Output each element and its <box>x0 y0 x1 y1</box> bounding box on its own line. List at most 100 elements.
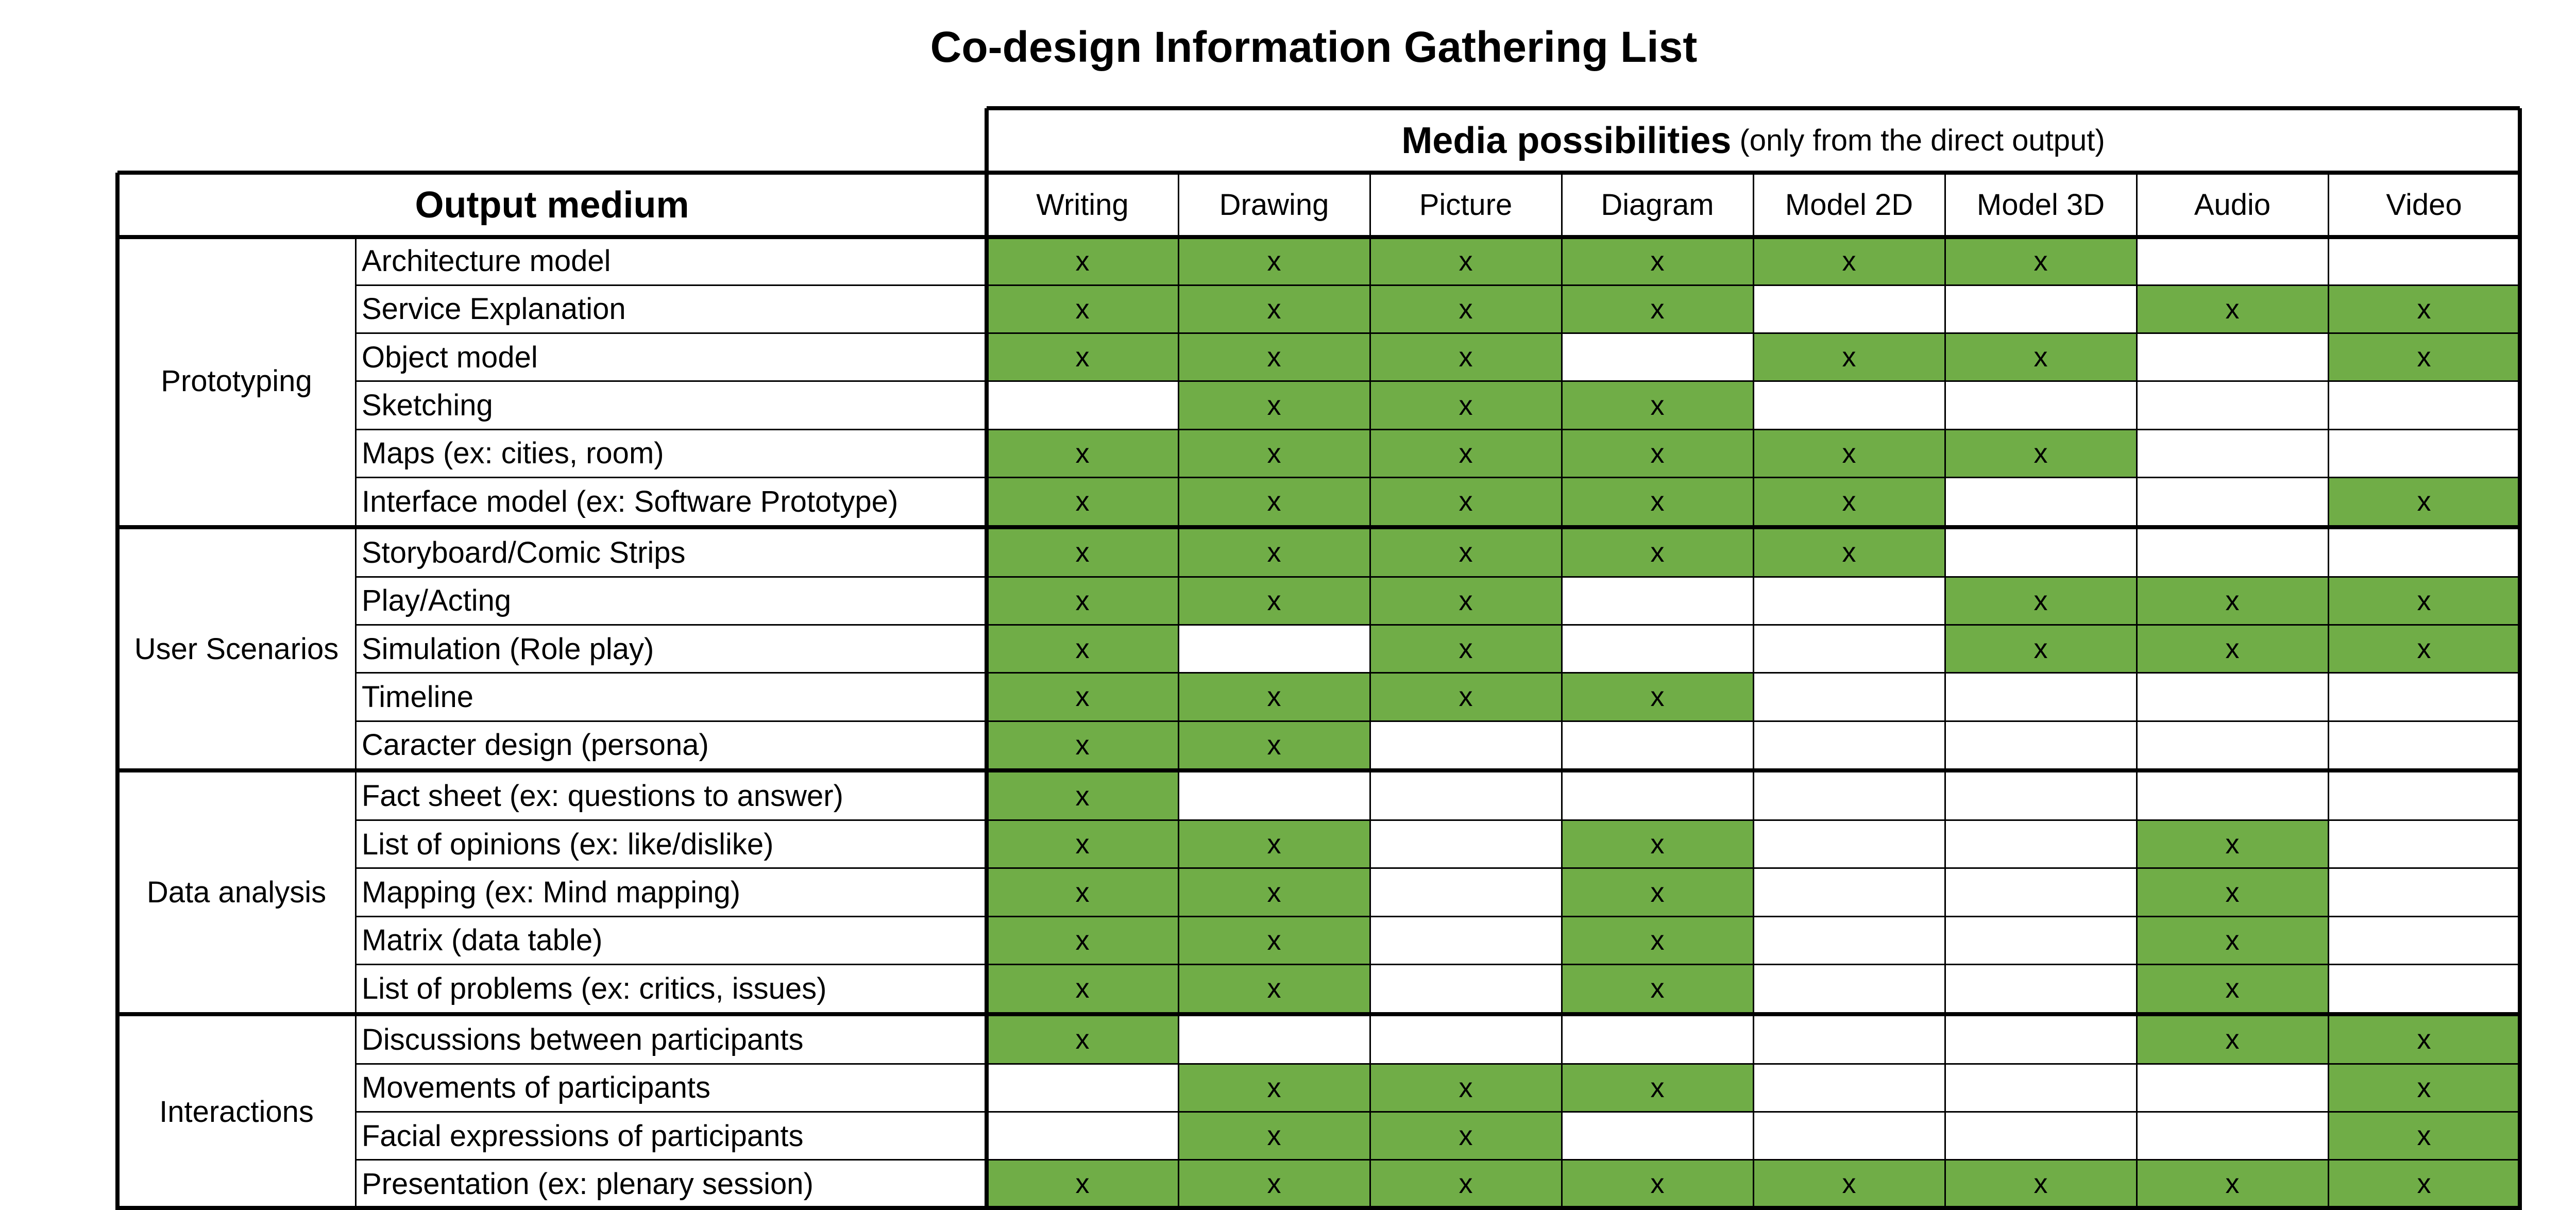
table-cell <box>1945 868 2137 916</box>
table-cell: x <box>1370 577 1562 625</box>
row-label: Facial expressions of participants <box>362 1119 804 1153</box>
table-cell <box>1753 868 1945 916</box>
table-cell: x <box>2328 477 2520 526</box>
mark-x: x <box>1267 585 1281 616</box>
mark-x: x <box>1267 245 1281 277</box>
mark-x: x <box>2417 486 2431 517</box>
mark-x: x <box>1075 342 1090 373</box>
table-cell <box>1562 1016 1753 1064</box>
table-cell: x <box>2328 1015 2520 1064</box>
column-header-diagram: Diagram <box>1601 188 1714 222</box>
mark-x: x <box>1459 633 1473 665</box>
mark-x: x <box>2417 1072 2431 1103</box>
table-cell <box>1370 965 1562 1013</box>
table-cell: x <box>1562 477 1753 526</box>
row-label: Service Explanation <box>362 292 626 326</box>
table-cell: x <box>987 964 1178 1013</box>
table-cell: x <box>1370 528 1562 577</box>
mark-x: x <box>1459 245 1473 277</box>
table-cell: x <box>1945 1159 2137 1208</box>
grid-line-v <box>1944 173 1946 1208</box>
mark-x: x <box>2417 633 2431 665</box>
mark-x: x <box>1075 486 1090 517</box>
table-cell: x <box>1753 333 1945 381</box>
table-cell <box>1562 772 1753 820</box>
table-cell <box>987 381 1178 429</box>
table-cell <box>1562 577 1753 625</box>
mark-x: x <box>1267 877 1281 908</box>
mark-x: x <box>2417 1168 2431 1200</box>
mark-x: x <box>1075 438 1090 469</box>
table-cell: x <box>2328 577 2520 625</box>
table-cell <box>2137 333 2328 381</box>
table-cell <box>1753 285 1945 333</box>
table-cell: x <box>1178 577 1370 625</box>
mark-x: x <box>1650 973 1665 1004</box>
mark-x: x <box>1842 1168 1856 1200</box>
table-cell: x <box>1945 237 2137 285</box>
mark-x: x <box>1267 973 1281 1004</box>
table-cell <box>2137 721 2328 769</box>
table-cell: x <box>1178 964 1370 1013</box>
table-cell <box>1945 965 2137 1013</box>
table-cell: x <box>1562 381 1753 430</box>
mark-x: x <box>1267 1168 1281 1200</box>
table-cell: x <box>1370 333 1562 381</box>
table-cell <box>2137 673 2328 721</box>
mark-x: x <box>1267 537 1281 568</box>
table-cell: x <box>1945 429 2137 478</box>
table-cell <box>1370 772 1562 820</box>
mark-x: x <box>1842 245 1856 277</box>
mark-x: x <box>1650 537 1665 568</box>
table-cell: x <box>987 285 1178 333</box>
table-cell: x <box>1370 429 1562 478</box>
row-label: List of opinions (ex: like/dislike) <box>362 827 774 861</box>
grid-line-h <box>355 576 2520 578</box>
table-cell: x <box>2328 285 2520 333</box>
table-cell <box>1370 1016 1562 1064</box>
table-cell <box>1178 625 1370 673</box>
row-label: Architecture model <box>362 244 611 278</box>
mark-x: x <box>1650 829 1665 860</box>
table-cell: x <box>1753 429 1945 478</box>
table-cell: x <box>987 528 1178 577</box>
table-cell: x <box>2137 625 2328 673</box>
table-cell: x <box>987 868 1178 917</box>
table-cell <box>1753 1016 1945 1064</box>
mark-x: x <box>1842 486 1856 517</box>
column-header-picture: Picture <box>1419 188 1513 222</box>
table-cell: x <box>1178 673 1370 721</box>
table-cell: x <box>2137 577 2328 625</box>
table-cell: x <box>1370 1159 1562 1208</box>
mark-x: x <box>1267 293 1281 325</box>
group-label-user-scenarios: User Scenarios <box>134 632 339 666</box>
grid-line-h <box>355 964 2520 965</box>
table-cell: x <box>1562 868 1753 917</box>
table-cell <box>1753 577 1945 625</box>
table-cell: x <box>987 820 1178 868</box>
table-cell <box>1945 721 2137 769</box>
mark-x: x <box>1267 729 1281 761</box>
table-cell: x <box>1562 916 1753 965</box>
mark-x: x <box>1075 877 1090 908</box>
table-cell: x <box>2137 1015 2328 1064</box>
table-cell: x <box>1562 429 1753 478</box>
table-cell: x <box>1178 1112 1370 1160</box>
output-medium-header: Output medium <box>415 184 689 226</box>
table-cell: x <box>1562 1159 1753 1208</box>
table-cell <box>2137 529 2328 577</box>
table-cell <box>2137 772 2328 820</box>
row-label: Matrix (data table) <box>362 923 603 957</box>
mark-x: x <box>1650 925 1665 956</box>
grid-line-h <box>355 380 2520 382</box>
table-cell: x <box>2137 1159 2328 1208</box>
table-cell: x <box>1178 721 1370 769</box>
row-label: Movements of participants <box>362 1071 710 1105</box>
table-cell <box>1753 381 1945 429</box>
table-cell: x <box>1178 381 1370 430</box>
table-cell: x <box>1562 1064 1753 1112</box>
mark-x: x <box>2417 342 2431 373</box>
mark-x: x <box>2225 1168 2240 1200</box>
grid-line-v <box>2518 108 2522 1210</box>
row-label: Presentation (ex: plenary session) <box>362 1167 814 1201</box>
